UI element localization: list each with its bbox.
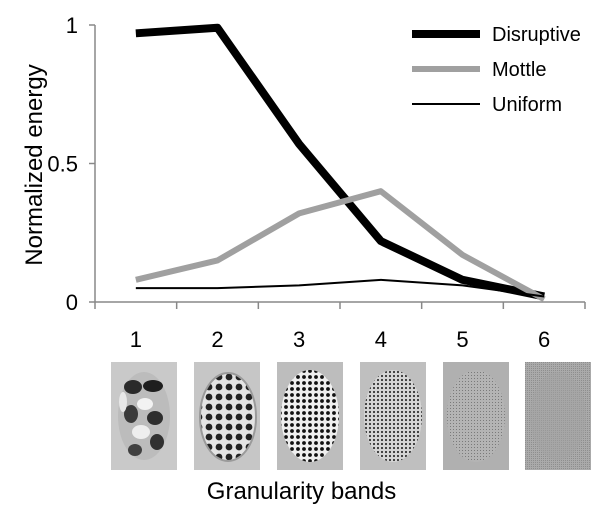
band-4-thumbnail [360,362,426,470]
x-tick-label: 6 [538,327,550,352]
band-5-thumbnail [443,362,509,470]
y-tick-label: 0 [66,290,78,315]
y-tick-label: 1 [66,13,78,38]
legend-label-mottle: Mottle [492,59,546,81]
x-tick-label: 1 [130,327,142,352]
series-line-mottle [135,188,546,302]
band-6-thumbnail [525,362,591,470]
x-tick-label: 2 [211,327,223,352]
series-line-disruptive [135,23,545,301]
chart-axes: 0 0.5 1 1 2 3 4 5 6 [47,13,586,352]
series-group [135,23,546,302]
x-tick-label: 3 [293,327,305,352]
x-tick-label: 5 [456,327,468,352]
legend: Disruptive Mottle Uniform [412,24,581,116]
series-line-uniform [135,278,545,298]
y-axis-label: Normalized energy [21,64,48,266]
legend-label-uniform: Uniform [492,94,562,116]
legend-label-disruptive: Disruptive [492,24,581,46]
band-2-thumbnail [194,362,260,470]
band-3-thumbnail [277,362,343,470]
x-axis-label: Granularity bands [206,478,397,505]
band-1-thumbnail [111,362,177,470]
x-tick-label: 4 [375,327,387,352]
y-tick-label: 0.5 [47,152,78,177]
